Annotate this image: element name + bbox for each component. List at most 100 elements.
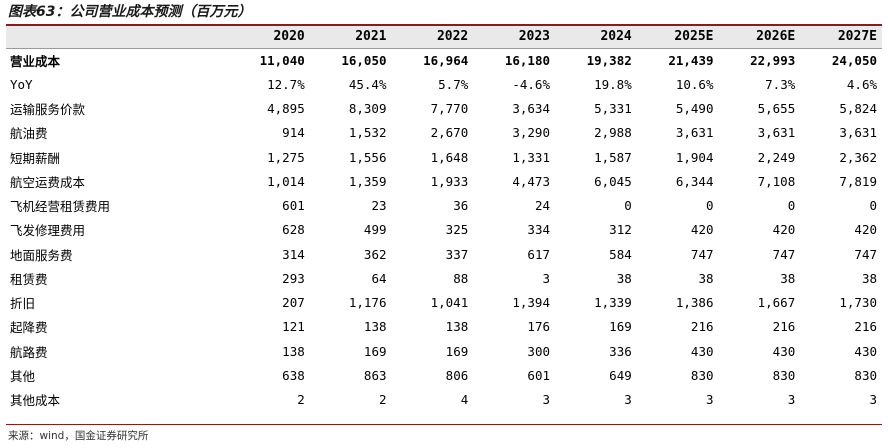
value-cell: 2,670	[430, 125, 469, 141]
table-row: 运输服务价款 4,895 8,309 7,770 3,634 5,331 5,490 5,65…	[6, 97, 882, 121]
value-cell: 2	[378, 392, 387, 408]
row-label: 地面服务费	[10, 247, 73, 263]
source-note: 来源：wind，国金证券研究所	[8, 430, 149, 442]
value-cell: 0	[705, 198, 714, 214]
row-label: 航空运费成本	[10, 174, 86, 190]
value-cell: 3	[542, 270, 550, 286]
value-cell: 207	[282, 295, 305, 311]
value-cell: 216	[690, 319, 714, 335]
value-cell: 21,439	[668, 52, 714, 68]
value-cell: 0	[787, 198, 796, 214]
table-row: 地面服务费 314 362 337 617 584 747 747 747	[6, 242, 882, 266]
header-cell: 2025E	[674, 29, 714, 45]
value-cell: 499	[363, 222, 387, 238]
table-row: 营业成本 11,040 16,050 16,964 16,180 19,382 21,439…	[6, 48, 882, 72]
value-cell: 8,309	[348, 101, 387, 117]
row-label: 运输服务价款	[10, 102, 86, 118]
value-cell: 216	[854, 319, 877, 335]
value-cell: 747	[690, 246, 714, 262]
table-row: 折旧 207 1,176 1,041 1,394 1,339 1,386 1,667 1,730	[6, 291, 882, 315]
value-cell: 16,050	[341, 52, 387, 68]
value-cell: 5.7%	[438, 76, 469, 92]
value-cell: 4	[460, 392, 469, 408]
value-cell: 430	[772, 343, 796, 359]
row-label: 短期薪酬	[10, 150, 61, 166]
value-cell: 2,362	[839, 149, 877, 165]
value-cell: 6,045	[594, 173, 632, 189]
value-cell: -4.6%	[512, 76, 550, 92]
value-cell: 420	[772, 222, 796, 238]
value-cell: 1,933	[430, 173, 469, 189]
value-cell: 293	[282, 270, 305, 286]
value-cell: 863	[363, 367, 387, 383]
value-cell: 914	[282, 125, 305, 141]
value-cell: 300	[527, 343, 550, 359]
value-cell: 7,108	[757, 173, 796, 189]
value-cell: 1,331	[512, 149, 550, 165]
value-cell: 420	[690, 222, 714, 238]
value-cell: 38	[616, 270, 632, 286]
value-cell: 1,041	[430, 295, 469, 311]
value-cell: 1,904	[675, 149, 714, 165]
value-cell: 4,473	[512, 173, 550, 189]
value-cell: 121	[282, 319, 305, 335]
value-cell: 3	[787, 392, 796, 408]
table-row: 其他成本 2 2 4 3 3 3 3 3	[6, 388, 882, 412]
table-body: 营业成本 11,040 16,050 16,964 16,180 19,382 21,439…	[6, 48, 882, 412]
value-cell: 64	[371, 270, 387, 286]
value-cell: 3,290	[512, 125, 550, 141]
value-cell: 747	[772, 246, 796, 262]
value-cell: 0	[869, 198, 877, 214]
row-label: 起降费	[10, 320, 48, 336]
value-cell: 1,667	[757, 295, 796, 311]
value-cell: 420	[854, 222, 877, 238]
value-cell: 38	[861, 270, 877, 286]
value-cell: 2,988	[594, 125, 632, 141]
header-cell: 2023	[518, 29, 550, 45]
table-row: 起降费 121 138 138 176 169 216 216 216	[6, 315, 882, 339]
value-cell: 325	[445, 222, 469, 238]
value-cell: 11,040	[259, 52, 305, 68]
header-cell: 2027E	[837, 29, 877, 45]
row-label: 飞发修理费用	[10, 223, 86, 239]
value-cell: 649	[609, 367, 632, 383]
value-cell: 4.6%	[846, 76, 877, 92]
table-title: 图表63：公司营业成本预测（百万元）	[8, 4, 252, 20]
value-cell: 36	[453, 198, 469, 214]
value-cell: 628	[282, 222, 305, 238]
value-cell: 1,339	[594, 295, 632, 311]
value-cell: 22,993	[750, 52, 796, 68]
row-label: 飞机经营租赁费用	[10, 199, 111, 215]
value-cell: 1,386	[675, 295, 714, 311]
value-cell: 88	[453, 270, 469, 286]
value-cell: 1,648	[430, 149, 469, 165]
row-label: 其他成本	[10, 393, 61, 409]
value-cell: 1,014	[267, 173, 305, 189]
value-cell: 430	[690, 343, 714, 359]
value-cell: 45.4%	[348, 76, 387, 92]
value-cell: 38	[780, 270, 796, 286]
value-cell: 10.6%	[675, 76, 714, 92]
value-cell: 176	[527, 319, 550, 335]
value-cell: 7,770	[430, 101, 469, 117]
value-cell: 2,249	[757, 149, 796, 165]
value-cell: 601	[527, 367, 550, 383]
value-cell: 24,050	[831, 52, 877, 68]
value-cell: 1,394	[512, 295, 550, 311]
header-cell: 2022	[436, 29, 469, 45]
value-cell: 747	[854, 246, 877, 262]
header-cell: 2020	[273, 29, 305, 45]
value-cell: 1,176	[348, 295, 387, 311]
value-cell: 430	[854, 343, 877, 359]
value-cell: 362	[363, 246, 387, 262]
value-cell: 3,631	[757, 125, 796, 141]
table-row: 飞发修理费用 628 499 325 334 312 420 420 420	[6, 218, 882, 242]
value-cell: 601	[282, 198, 305, 214]
value-cell: 3	[542, 392, 550, 408]
value-cell: 3	[705, 392, 714, 408]
row-label: YoY	[10, 76, 33, 92]
table-row: 航油费 914 1,532 2,670 3,290 2,988 3,631 3,631 3,63…	[6, 121, 882, 145]
value-cell: 19.8%	[594, 76, 632, 92]
value-cell: 830	[772, 367, 796, 383]
value-cell: 336	[609, 343, 632, 359]
